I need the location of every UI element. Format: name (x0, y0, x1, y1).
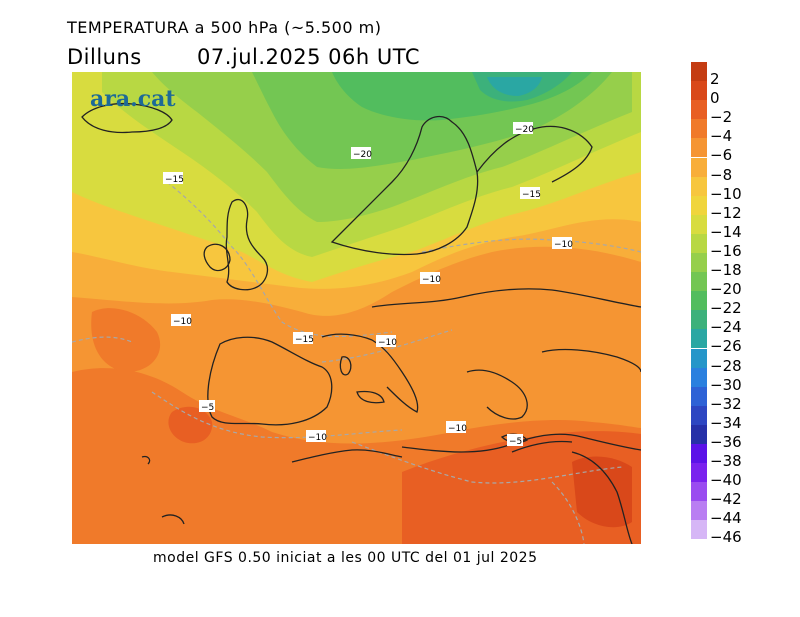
temperature-field (72, 72, 641, 544)
contour-label: −15 (163, 172, 184, 185)
colorbar-swatch (691, 367, 707, 387)
colorbar-swatch (691, 81, 707, 101)
temperature-map: −20 −20 −15 −15 −10 −10 −10 −15 −10 −5 −… (72, 72, 641, 544)
colorbar-swatch (691, 348, 707, 368)
model-run-caption: model GFS 0.50 iniciat a les 00 UTC del … (153, 550, 538, 566)
svg-text:−10: −10 (554, 240, 573, 250)
contour-label: −15 (293, 332, 314, 345)
colorbar-swatch (691, 214, 707, 234)
colorbar-swatch (691, 424, 707, 444)
colorbar-label: −42 (710, 490, 742, 509)
contour-label: −20 (513, 122, 534, 135)
contour-label: −10 (171, 314, 192, 327)
svg-text:−5: −5 (201, 403, 214, 413)
colorbar-swatch (691, 482, 707, 502)
svg-text:−10: −10 (448, 424, 467, 434)
colorbar-label: −38 (710, 452, 742, 470)
colorbar-swatch (691, 233, 707, 253)
colorbar-label: −8 (710, 165, 733, 184)
colorbar-label: −34 (710, 413, 742, 432)
colorbar-label: −26 (710, 337, 742, 356)
contour-label: −10 (446, 421, 467, 434)
ara-cat-logo: ara.cat (90, 86, 176, 112)
colorbar-swatch (691, 444, 707, 463)
colorbar-label: −22 (710, 299, 742, 318)
colorbar-label: −40 (710, 471, 742, 490)
colorbar-swatch (691, 291, 707, 311)
colorbar-swatch (691, 157, 707, 177)
colorbar-label: −6 (710, 146, 733, 165)
contour-label: −10 (376, 335, 397, 348)
contour-label: −5 (199, 400, 215, 413)
map-canvas: −20 −20 −15 −15 −10 −10 −10 −15 −10 −5 −… (72, 72, 641, 544)
colorbar-label: 2 (710, 70, 720, 88)
contour-label: −15 (520, 187, 541, 200)
colorbar-label: −30 (710, 375, 742, 394)
svg-text:−10: −10 (378, 338, 397, 348)
svg-text:−5: −5 (509, 437, 522, 447)
colorbar-label: −10 (710, 184, 742, 203)
colorbar-label: −24 (710, 318, 742, 337)
colorbar-swatch (691, 501, 707, 521)
svg-text:−10: −10 (422, 275, 441, 285)
colorbar-swatch (691, 138, 707, 158)
contour-label: −10 (552, 237, 573, 250)
colorbar-label: −20 (710, 280, 742, 299)
colorbar-label: −12 (710, 203, 742, 222)
isotherm-contours (72, 181, 641, 544)
colorbar-label: −44 (710, 509, 742, 528)
colorbar-swatch (691, 329, 707, 349)
colorbar-swatch (691, 310, 707, 330)
contour-label: −10 (306, 430, 327, 443)
colorbar-swatch (691, 176, 707, 196)
colorbar-label: −28 (710, 356, 742, 375)
colorbar-swatch (691, 463, 707, 483)
colorbar-label: −46 (710, 528, 742, 547)
colorbar-label: −36 (710, 432, 742, 451)
colorbar-swatch (691, 195, 707, 215)
colorbar-swatch (691, 520, 707, 540)
contour-label: −20 (351, 147, 372, 160)
svg-text:−15: −15 (165, 175, 184, 185)
svg-text:−20: −20 (353, 150, 372, 160)
svg-text:−15: −15 (522, 190, 541, 200)
contour-label: −10 (420, 272, 441, 285)
colorbar-swatch (691, 253, 707, 272)
colorbar-swatch (691, 386, 707, 406)
colorbar-label: −32 (710, 394, 742, 413)
weekday-label: Dilluns (67, 45, 142, 69)
colorbar-label: −16 (710, 241, 742, 260)
colorbar-swatch (691, 119, 707, 139)
valid-datetime: 07.jul.2025 06h UTC (197, 45, 421, 69)
svg-text:−10: −10 (308, 433, 327, 443)
colorbar-label: −18 (710, 261, 742, 279)
colorbar-swatch (691, 100, 707, 120)
colorbar-label: −14 (710, 222, 742, 241)
colorbar-swatch (691, 272, 707, 292)
colorbar-label: 0 (710, 89, 720, 108)
colorbar-swatch (691, 405, 707, 425)
svg-text:−20: −20 (515, 125, 534, 135)
colorbar-label: −2 (710, 108, 733, 127)
map-title: TEMPERATURA a 500 hPa (~5.500 m) (67, 18, 382, 37)
svg-text:−10: −10 (173, 317, 192, 327)
contour-labels: −20 −20 −15 −15 −10 −10 −10 −15 −10 −5 −… (163, 122, 573, 447)
svg-text:−15: −15 (295, 335, 314, 345)
colorbar-label: −4 (710, 127, 733, 146)
colorbar-swatch (691, 62, 707, 81)
contour-label: −5 (507, 434, 523, 447)
